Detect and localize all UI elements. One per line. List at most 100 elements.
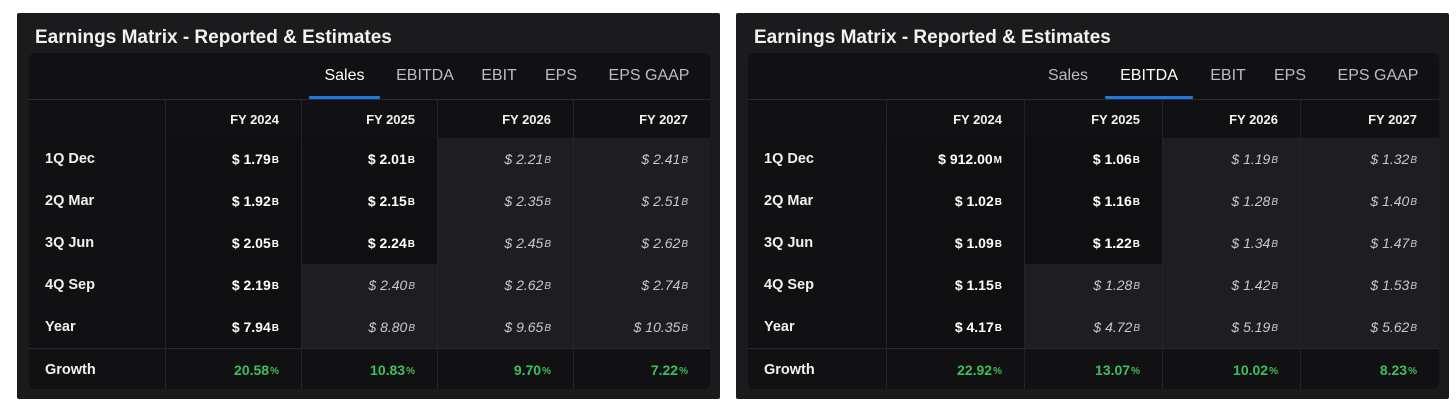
value-cell: $ 1.09 B: [886, 222, 1024, 264]
table-row: 2Q Mar $ 1.92 B $ 2.15 B $ 2.35 B $ 2.51 B: [29, 180, 710, 222]
value-cell: $ 2.62 B: [437, 264, 573, 306]
cell-value: 22.92: [957, 362, 993, 378]
value-cell: $ 1.02 B: [886, 180, 1024, 222]
cell-value: $ 2.40: [368, 277, 408, 293]
header-corner: [748, 100, 886, 138]
table-header-row: FY 2024 FY 2025 FY 2026 FY 2027: [29, 100, 710, 138]
cell-value: 8.23: [1379, 362, 1408, 378]
cell-unit: B: [1271, 196, 1278, 208]
cell-unit: %: [679, 365, 688, 377]
tab-ebit[interactable]: EBIT: [1210, 67, 1246, 84]
column-header: FY 2024: [230, 111, 279, 127]
cell-value: 7.22: [650, 362, 679, 378]
cell-value: $ 2.19: [231, 277, 271, 293]
row-label: Growth: [748, 349, 886, 389]
value-cell: $ 2.45 B: [437, 222, 573, 264]
cell-unit: %: [270, 365, 279, 377]
growth-cell: 9.70%: [437, 349, 573, 389]
tab-eps-gaap[interactable]: EPS GAAP: [1337, 67, 1419, 84]
row-label: 2Q Mar: [748, 180, 886, 222]
column-divider: [301, 100, 302, 389]
earnings-matrix-panel-right: Earnings Matrix - Reported & Estimates S…: [736, 13, 1449, 399]
value-cell: $ 1.16 B: [1024, 180, 1162, 222]
column-header: FY 2027: [639, 111, 688, 127]
cell-unit: B: [681, 196, 688, 208]
cell-unit: B: [994, 280, 1002, 292]
value-cell: $ 912.00 M: [886, 138, 1024, 180]
matrix-table: FY 2024 FY 2025 FY 2026 FY 2027 1Q Dec $ 1.79…: [29, 100, 710, 389]
value-cell: $ 1.15 B: [886, 264, 1024, 306]
tab-ebit[interactable]: EBIT: [481, 67, 517, 84]
cell-value: $ 2.74: [641, 277, 681, 293]
column-divider: [1300, 100, 1301, 389]
cell-value: 9.70: [513, 362, 542, 378]
cell-value: $ 1.47: [1370, 235, 1410, 251]
table-row: Growth 20.58% 10.83% 9.70% 7.22%: [29, 348, 710, 389]
cell-value: $ 1.15: [954, 277, 994, 293]
cell-value: 10.83: [370, 362, 406, 378]
panel-title: Earnings Matrix - Reported & Estimates: [754, 27, 1111, 48]
value-cell: $ 2.35 B: [437, 180, 573, 222]
cell-value: $ 1.34: [1231, 235, 1271, 251]
value-cell: $ 4.17 B: [886, 306, 1024, 348]
column-header: FY 2024: [953, 111, 1002, 127]
value-cell: $ 1.32 B: [1300, 138, 1439, 180]
cell-value: $ 1.22: [1092, 235, 1132, 251]
row-label: Year: [748, 306, 886, 348]
cell-unit: B: [544, 280, 551, 292]
cell-value: $ 8.80: [368, 319, 408, 335]
cell-unit: B: [544, 238, 551, 250]
value-cell: $ 2.40 B: [301, 264, 437, 306]
column-header: FY 2027: [1368, 111, 1417, 127]
tab-eps[interactable]: EPS: [544, 67, 577, 84]
value-cell: $ 2.62 B: [573, 222, 710, 264]
cell-value: $ 1.02: [954, 193, 994, 209]
value-cell: $ 9.65 B: [437, 306, 573, 348]
tab-sales[interactable]: Sales: [1047, 67, 1089, 84]
cell-unit: B: [1271, 280, 1278, 292]
cell-value: $ 2.41: [641, 151, 681, 167]
cell-value: $ 2.21: [504, 151, 544, 167]
cell-unit: B: [1132, 238, 1140, 250]
column-divider: [573, 100, 574, 389]
cell-value: $ 1.19: [1231, 151, 1271, 167]
cell-unit: B: [681, 322, 688, 334]
value-cell: $ 1.34 B: [1162, 222, 1300, 264]
value-cell: $ 2.51 B: [573, 180, 710, 222]
tab-sales[interactable]: Sales: [309, 53, 380, 99]
tab-divider: [748, 99, 1439, 100]
cell-unit: B: [1133, 280, 1140, 292]
column-header: FY 2025: [1091, 111, 1140, 127]
cell-unit: B: [407, 154, 415, 166]
earnings-matrix-card: Sales EBITDA EBIT EPS EPS GAAP FY 2024 FY…: [29, 53, 710, 389]
column-header: FY 2026: [1229, 111, 1278, 127]
table-row: 2Q Mar $ 1.02 B $ 1.16 B $ 1.28 B $ 1.40 B: [748, 180, 1439, 222]
cell-unit: B: [1410, 238, 1417, 250]
cell-value: $ 1.42: [1231, 277, 1271, 293]
cell-value: $ 7.94: [231, 319, 271, 335]
value-cell: $ 5.62 B: [1300, 306, 1439, 348]
cell-unit: B: [994, 238, 1002, 250]
cell-value: $ 2.62: [504, 277, 544, 293]
cell-unit: B: [994, 196, 1002, 208]
matrix-table: FY 2024 FY 2025 FY 2026 FY 2027 1Q Dec $ 912.…: [748, 100, 1439, 389]
tab-ebitda[interactable]: EBITDA: [396, 67, 454, 84]
table-header-row: FY 2024 FY 2025 FY 2026 FY 2027: [748, 100, 1439, 138]
cell-unit: B: [544, 154, 551, 166]
table-row: 3Q Jun $ 1.09 B $ 1.22 B $ 1.34 B $ 1.47 B: [748, 222, 1439, 264]
table-row: 3Q Jun $ 2.05 B $ 2.24 B $ 2.45 B $ 2.62 B: [29, 222, 710, 264]
column-divider: [886, 100, 887, 389]
cell-value: $ 1.28: [1231, 193, 1271, 209]
table-row: 1Q Dec $ 912.00 M $ 1.06 B $ 1.19 B $ 1.32 B: [748, 138, 1439, 180]
value-cell: $ 1.28 B: [1024, 264, 1162, 306]
tab-ebitda[interactable]: EBITDA: [1105, 53, 1193, 99]
growth-cell: 10.02%: [1162, 349, 1300, 389]
cell-value: $ 4.72: [1093, 319, 1133, 335]
cell-value: $ 2.51: [641, 193, 681, 209]
growth-cell: 10.83%: [301, 349, 437, 389]
tab-eps-gaap[interactable]: EPS GAAP: [608, 67, 690, 84]
tab-eps[interactable]: EPS: [1273, 67, 1306, 84]
cell-unit: B: [1410, 280, 1417, 292]
cell-value: $ 5.19: [1231, 319, 1271, 335]
column-divider: [1024, 100, 1025, 389]
